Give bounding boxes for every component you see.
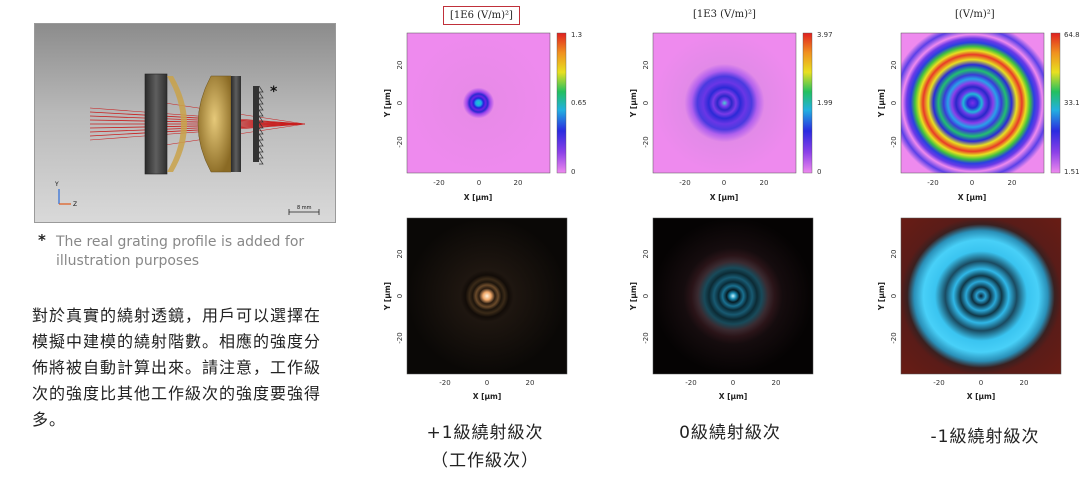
svg-text:64.8: 64.8	[1064, 31, 1080, 39]
x-axis-label: X [µm]	[464, 193, 493, 202]
axis-triad: Y Z	[54, 181, 77, 208]
plot-title-1: [1E6 (V/m)²]	[443, 6, 520, 25]
svg-text:0: 0	[970, 179, 974, 187]
svg-text:-20: -20	[890, 332, 898, 343]
lens-2	[167, 76, 187, 172]
svg-text:-20: -20	[927, 179, 938, 187]
svg-text:Y [µm]: Y [µm]	[383, 282, 392, 311]
svg-text:0: 0	[722, 179, 726, 187]
ytick: 0	[396, 101, 404, 105]
scale-bar: 8 mm	[288, 205, 320, 215]
ytick: 20	[396, 61, 404, 70]
svg-text:20: 20	[890, 250, 898, 259]
svg-text:0: 0	[890, 101, 898, 105]
svg-text:0: 0	[890, 294, 898, 298]
svg-text:-20: -20	[642, 136, 650, 147]
caption-working-order: （工作級次）	[431, 451, 539, 471]
svg-text:-20: -20	[439, 379, 450, 387]
svg-text:0: 0	[817, 168, 821, 176]
caption-minus1: -1級繞射級次	[930, 427, 1040, 447]
lens-1	[144, 73, 168, 175]
cbar-tick-bottom: 0	[571, 168, 575, 176]
svg-text:20: 20	[1008, 179, 1017, 187]
plot-2-bottom: -20 0 20 X [µm] 20 0 -20 Y [µm]	[629, 217, 814, 401]
illustration-note: The real grating profile is added for il…	[56, 234, 305, 269]
description-text: 對於真實的繞射透鏡，用戶可以選擇在模擬中建模的繞射階數。相應的強度分佈將被自動計…	[32, 306, 322, 429]
plot-title-2: [1E3 (V/m)²]	[693, 9, 756, 20]
svg-text:20: 20	[772, 379, 781, 387]
svg-text:1.99: 1.99	[817, 99, 833, 107]
svg-text:20: 20	[396, 250, 404, 259]
svg-text:0: 0	[979, 379, 983, 387]
svg-text:X [µm]: X [µm]	[958, 193, 987, 202]
svg-text:-20: -20	[642, 332, 650, 343]
caption-plus1: +1級繞射級次	[426, 423, 544, 443]
ray-bundle	[89, 99, 306, 149]
plot-1-top: 1.3 0.65 0 -20 0 20 X [µm] 20 0 -20 Y [µ…	[383, 31, 587, 202]
svg-text:0: 0	[485, 379, 489, 387]
xtick: 0	[477, 179, 481, 187]
svg-text:20: 20	[642, 61, 650, 70]
svg-text:-20: -20	[685, 379, 696, 387]
plot-1-bottom: -20 0 20 X [µm] 20 0 -20 Y [µm]	[383, 217, 568, 401]
svg-text:3.97: 3.97	[817, 31, 833, 39]
cbar-tick-mid: 0.65	[571, 99, 587, 107]
svg-text:20: 20	[1020, 379, 1029, 387]
svg-text:0: 0	[396, 294, 404, 298]
grating-marker: *	[270, 84, 278, 100]
svg-text:Y: Y	[54, 181, 59, 188]
xtick: -20	[433, 179, 444, 187]
optical-setup-image: * Y Z 8 mm	[34, 23, 336, 223]
svg-text:-20: -20	[679, 179, 690, 187]
svg-text:X [µm]: X [µm]	[719, 392, 748, 401]
svg-text:Y [µm]: Y [µm]	[629, 282, 638, 311]
svg-text:20: 20	[760, 179, 769, 187]
svg-text:20: 20	[890, 61, 898, 70]
asphere-lens	[197, 75, 232, 173]
svg-text:X [µm]: X [µm]	[967, 392, 996, 401]
svg-text:8 mm: 8 mm	[297, 205, 312, 211]
svg-text:1.51: 1.51	[1064, 168, 1080, 176]
svg-text:-20: -20	[890, 136, 898, 147]
caption-zero: 0級繞射級次	[679, 423, 781, 443]
intensity-plots: 1.3 0.65 0 -20 0 20 X [µm] 20 0 -20 Y [µ…	[383, 31, 1080, 401]
svg-text:Y [µm]: Y [µm]	[877, 89, 886, 118]
grating	[253, 86, 259, 162]
xtick: 20	[514, 179, 523, 187]
cbar-tick-top: 1.3	[571, 31, 582, 39]
svg-text:Y [µm]: Y [µm]	[877, 282, 886, 311]
svg-text:-20: -20	[396, 332, 404, 343]
ytick: -20	[396, 136, 404, 147]
plot-3-top: 64.8 33.1 1.51 -20 0 20 X [µm] 20 0 -20 …	[877, 31, 1080, 202]
svg-text:X [µm]: X [µm]	[710, 193, 739, 202]
svg-text:0: 0	[642, 101, 650, 105]
plot-title-3: [(V/m)²]	[955, 9, 995, 20]
svg-text:Y [µm]: Y [µm]	[629, 89, 638, 118]
svg-text:20: 20	[526, 379, 535, 387]
svg-text:-20: -20	[933, 379, 944, 387]
svg-text:0: 0	[731, 379, 735, 387]
svg-text:X [µm]: X [µm]	[473, 392, 502, 401]
note-marker: *	[38, 231, 46, 249]
svg-text:Z: Z	[73, 201, 77, 208]
lens-3	[231, 76, 241, 172]
svg-text:20: 20	[642, 250, 650, 259]
svg-text:33.1: 33.1	[1064, 99, 1080, 107]
plot-2-top: 3.97 1.99 0 -20 0 20 X [µm] 20 0 -20 Y […	[629, 31, 833, 202]
y-axis-label: Y [µm]	[383, 89, 392, 118]
plot-3-bottom: -20 0 20 X [µm] 20 0 -20 Y [µm]	[877, 217, 1062, 401]
svg-text:0: 0	[642, 294, 650, 298]
